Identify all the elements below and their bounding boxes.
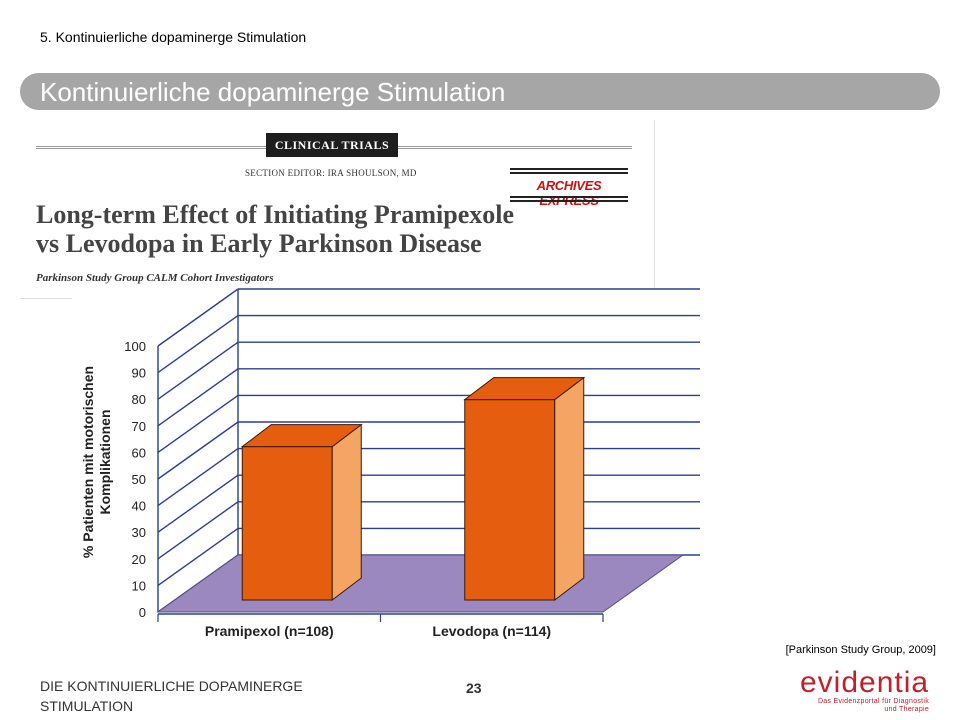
breadcrumb: 5. Kontinuierliche dopaminerge Stimulati… <box>40 29 307 45</box>
logo-tagline-2: und Therapie <box>884 706 930 713</box>
y-tick-label: 30 <box>132 525 146 540</box>
y-tick-label: 90 <box>132 366 146 381</box>
bar-side <box>554 376 585 602</box>
gridline-depth <box>157 448 239 507</box>
footer-section: DIE KONTINUIERLICHE DOPAMINERGE STIMULAT… <box>40 678 303 714</box>
gridline-depth <box>157 421 239 480</box>
bar-chart: 0 10 20 30 40 50 60 70 80 90 100 Pramipexol (n=108… <box>80 288 700 639</box>
y-tick-label: 10 <box>132 578 146 593</box>
gridline-depth <box>157 527 239 586</box>
bar <box>463 376 586 602</box>
y-tick-labels: 0 10 20 30 40 50 60 70 80 90 100 <box>124 339 146 620</box>
chart-bars <box>240 376 586 602</box>
paper-header-image: CLINICAL TRIALS SECTION EDITOR: IRA SHOU… <box>20 120 656 300</box>
page-number: 23 <box>466 680 482 696</box>
bar-front <box>241 446 333 601</box>
section-label: CLINICAL TRIALS <box>266 133 398 157</box>
gridline-depth <box>157 341 239 400</box>
citation: [Parkinson Study Group, 2009] <box>785 644 936 656</box>
archives-express-badge: ARCHIVES EXPRESS <box>510 168 628 208</box>
y-tick-label: 100 <box>124 339 146 354</box>
gridline-depth <box>157 394 239 453</box>
bar-side <box>331 423 362 602</box>
bar <box>240 423 363 602</box>
title-bar: Kontinuierliche dopaminerge Stimulation <box>20 73 940 110</box>
gridline-depth <box>157 315 239 374</box>
paper-authors: Parkinson Study Group CALM Cohort Invest… <box>36 272 274 284</box>
category-label: Pramipexol (n=108) <box>205 623 334 639</box>
y-tick-label: 80 <box>132 392 146 407</box>
y-tick-label: 20 <box>132 552 146 567</box>
y-tick-label: 0 <box>139 605 146 620</box>
y-tick-label: 60 <box>132 445 146 460</box>
page-title: Kontinuierliche dopaminerge Stimulation <box>40 77 506 107</box>
gridline-depth <box>157 501 239 560</box>
chart-floor <box>156 554 685 613</box>
paper-edge <box>20 298 72 299</box>
y-tick-label: 40 <box>132 499 146 514</box>
category-labels: Pramipexol (n=108) Levodopa (n=114) <box>205 623 551 639</box>
category-label: Levodopa (n=114) <box>432 623 551 639</box>
evidentia-logo: evidentia Das Evidenzportal für Diagnost… <box>800 668 929 714</box>
paper-title-line2: vs Levodopa in Early Parkinson Disease <box>36 229 482 258</box>
paper-title-line1: Long-term Effect of Initiating Pramipexo… <box>36 200 515 229</box>
gridline-depth <box>157 474 239 533</box>
bar-top <box>240 424 363 448</box>
y-tick-label: 50 <box>132 472 146 487</box>
y-axis-label-line1: % Patienten mit motorischen <box>80 366 96 558</box>
paper-edge <box>654 120 655 288</box>
y-axis-label-line2: Komplikationen <box>97 409 113 514</box>
badge-text: ARCHIVES EXPRESS <box>536 178 602 208</box>
section-editor: SECTION EDITOR: IRA SHOULSON, MD <box>245 168 417 178</box>
bar-top <box>463 377 586 401</box>
y-tick-label: 70 <box>132 419 146 434</box>
gridline-depth <box>157 368 239 427</box>
paper-title: Long-term Effect of Initiating Pramipexo… <box>36 200 514 258</box>
bar-front <box>464 399 556 601</box>
gridline-depth <box>157 288 239 347</box>
logo-tagline-1: Das Evidenzportal für Diagnostik <box>817 698 930 705</box>
logo-word: evidentia <box>800 666 930 699</box>
